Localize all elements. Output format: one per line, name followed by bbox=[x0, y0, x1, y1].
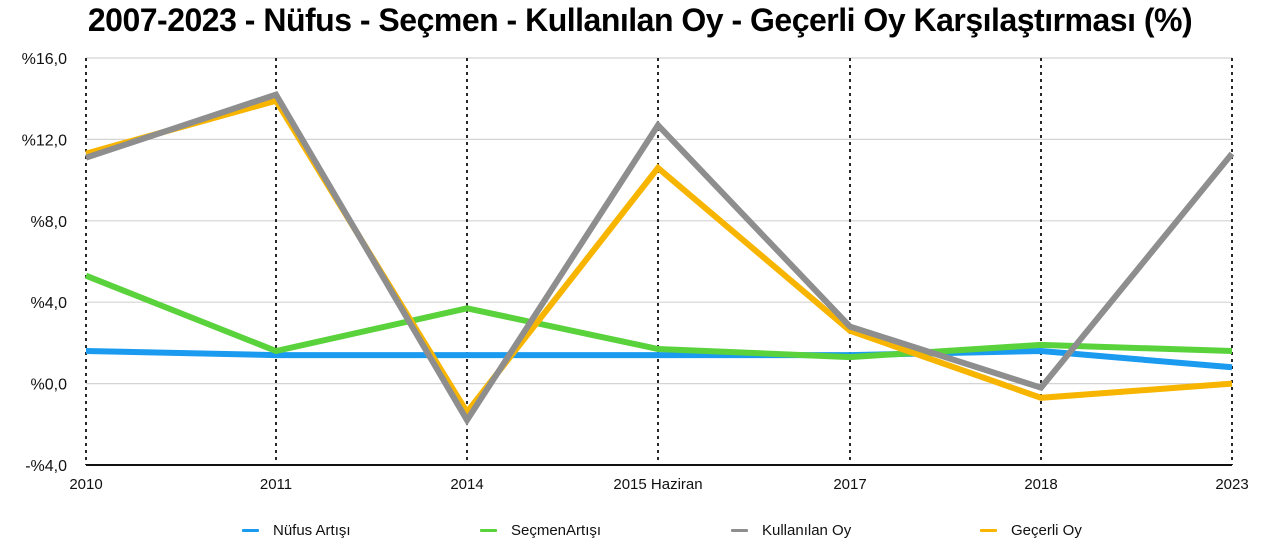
legend-item-secmen[interactable]: SeçmenArtışı bbox=[480, 522, 601, 539]
series-line-2 bbox=[85, 90, 1235, 426]
legend-swatch-icon bbox=[980, 529, 997, 532]
y-tick-label: %16,0 bbox=[22, 51, 67, 68]
legend-swatch-icon bbox=[242, 529, 259, 532]
legend-label: Nüfus Artışı bbox=[273, 522, 351, 539]
series-lines bbox=[84, 90, 1235, 426]
x-tick-label: 2011 bbox=[260, 476, 292, 493]
legend-label: Geçerli Oy bbox=[1011, 522, 1082, 539]
series-line-3 bbox=[85, 97, 1233, 418]
legend-swatch-icon bbox=[480, 529, 497, 532]
line-chart: -%4,0 %0,0 %4,0 %8,0 %12,0 %16,0 2010 2011 2014… bbox=[22, 51, 1249, 493]
series-line-0 bbox=[85, 347, 1233, 371]
y-tick-label: %8,0 bbox=[31, 214, 68, 231]
chart-title: 2007-2023 - Nüfus - Seçmen - Kullanılan … bbox=[87, 2, 1193, 38]
x-tick-label: 2018 bbox=[1024, 476, 1057, 493]
x-axis: 2010 2011 2014 2015 Haziran 2017 2018 2023 bbox=[69, 464, 1249, 493]
series-line-1 bbox=[84, 272, 1233, 361]
y-axis: -%4,0 %0,0 %4,0 %8,0 %12,0 %16,0 bbox=[22, 51, 67, 475]
legend-label: Kullanılan Oy bbox=[762, 522, 852, 539]
legend-item-kullanilan[interactable]: Kullanılan Oy bbox=[731, 522, 851, 539]
legend-swatch-icon bbox=[731, 529, 748, 532]
y-tick-label: -%4,0 bbox=[25, 458, 67, 475]
x-tick-label: 2010 bbox=[69, 476, 102, 493]
legend: Nüfus Artışı SeçmenArtışı Kullanılan Oy … bbox=[0, 522, 1280, 552]
legend-item-gecerli[interactable]: Geçerli Oy bbox=[980, 522, 1082, 539]
x-tick-label: 2015 Haziran bbox=[613, 476, 702, 493]
x-tick-label: 2014 bbox=[450, 476, 483, 493]
legend-label: SeçmenArtışı bbox=[511, 522, 602, 539]
legend-item-nufus[interactable]: Nüfus Artışı bbox=[242, 522, 351, 539]
vertical-dotted-gridlines bbox=[85, 58, 1233, 465]
y-tick-label: %4,0 bbox=[31, 295, 68, 312]
x-tick-label: 2023 bbox=[1215, 476, 1248, 493]
y-tick-label: %12,0 bbox=[22, 132, 67, 149]
y-tick-label: %0,0 bbox=[31, 377, 68, 394]
x-tick-label: 2017 bbox=[833, 476, 866, 493]
